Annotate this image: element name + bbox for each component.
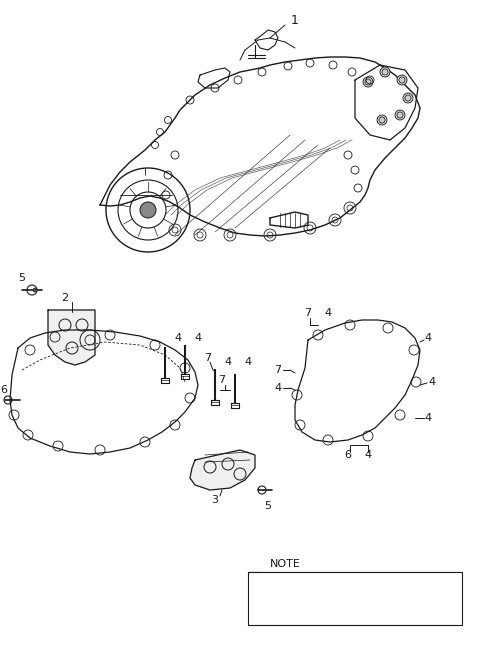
Text: THE NO.  4   : FOR 2500CC,2700CC: THE NO. 4 : FOR 2500CC,2700CC — [256, 610, 438, 620]
Text: 7: 7 — [204, 353, 212, 363]
Text: 6: 6 — [345, 450, 351, 460]
Text: 7: 7 — [275, 365, 282, 375]
Text: 4: 4 — [194, 333, 202, 343]
Polygon shape — [48, 310, 95, 365]
Text: NOTE: NOTE — [270, 559, 301, 569]
Polygon shape — [190, 450, 255, 490]
Text: 4: 4 — [275, 383, 282, 393]
Text: THE NO. 6,7 : FOR 2400CC: THE NO. 6,7 : FOR 2400CC — [256, 588, 394, 598]
Circle shape — [403, 93, 413, 103]
Text: 4: 4 — [429, 377, 435, 387]
Circle shape — [33, 288, 37, 292]
Circle shape — [397, 75, 407, 85]
Text: 4: 4 — [174, 333, 181, 343]
Text: 5: 5 — [19, 273, 25, 283]
Text: 4: 4 — [324, 308, 332, 318]
Text: 1: 1 — [291, 14, 299, 27]
Text: 4: 4 — [424, 333, 432, 343]
Text: 4: 4 — [364, 450, 372, 460]
Text: 4: 4 — [424, 413, 432, 423]
Text: 7: 7 — [304, 308, 312, 318]
Text: 3: 3 — [212, 495, 218, 505]
Circle shape — [363, 77, 373, 87]
Bar — [248, 572, 462, 625]
Text: 4: 4 — [244, 357, 252, 367]
Circle shape — [380, 67, 390, 77]
Text: 7: 7 — [218, 375, 226, 385]
Circle shape — [395, 110, 405, 120]
Text: 2: 2 — [61, 293, 69, 303]
Text: 4: 4 — [225, 357, 231, 367]
Text: 6: 6 — [0, 385, 7, 395]
Circle shape — [377, 115, 387, 125]
Circle shape — [140, 202, 156, 218]
Text: 5: 5 — [264, 501, 272, 511]
